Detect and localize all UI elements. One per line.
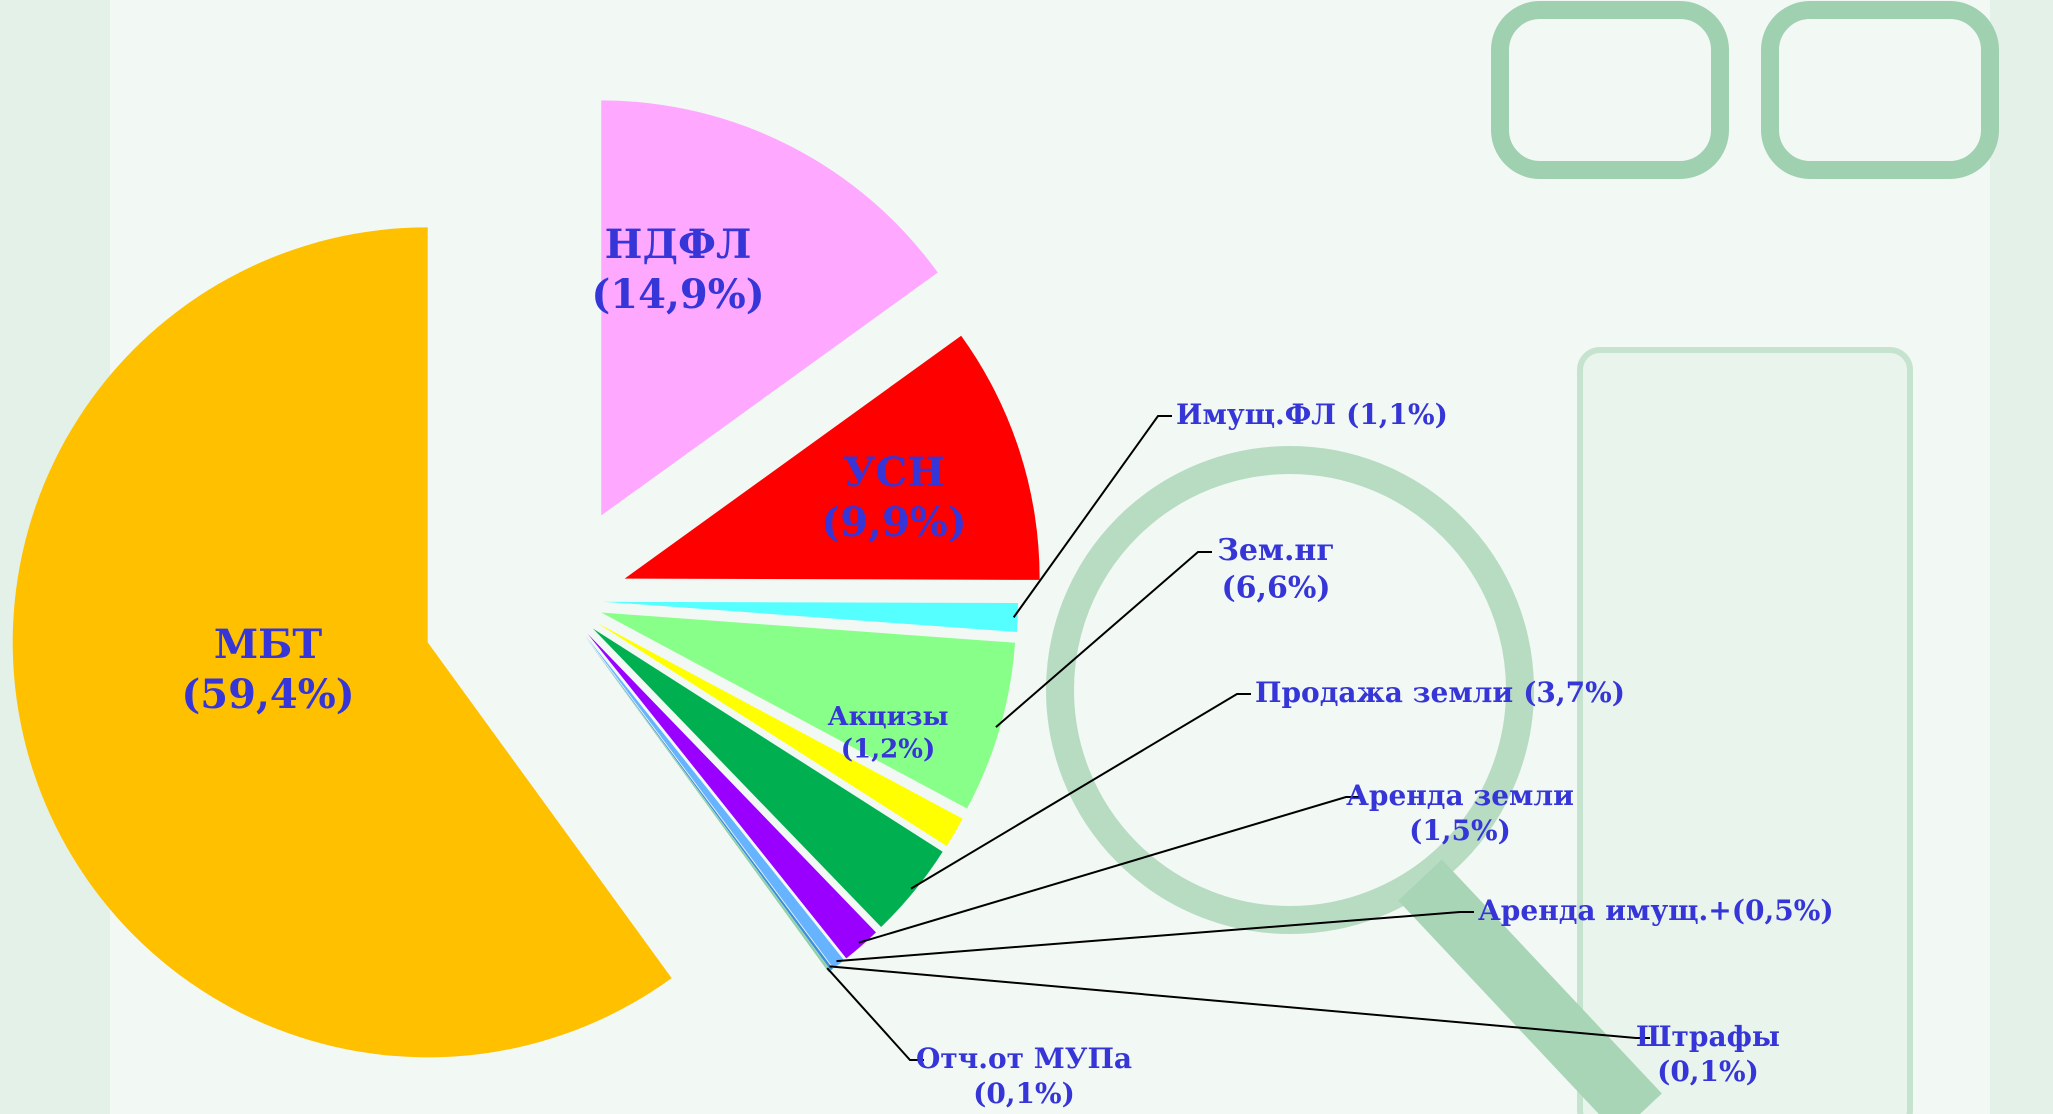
data-label-value: (1,5%) bbox=[1409, 814, 1511, 847]
data-label-value: (3,7%) bbox=[1523, 676, 1625, 709]
data-label-category: Продажа земли bbox=[1255, 676, 1513, 709]
data-label-category: Аренда имущ.+ bbox=[1478, 894, 1732, 927]
data-label-category: Штрафы bbox=[1636, 1020, 1780, 1053]
data-label-value: (0,5%) bbox=[1732, 894, 1834, 927]
data-label-category: Имущ.ФЛ bbox=[1176, 398, 1336, 431]
data-label: Имущ.ФЛ (1,1%) bbox=[1176, 398, 1448, 431]
data-label-value: (59,4%) bbox=[181, 671, 354, 718]
data-label-value: (1,2%) bbox=[841, 735, 936, 765]
data-label-value: (14,9%) bbox=[591, 271, 764, 318]
data-label-value: (9,9%) bbox=[821, 499, 966, 546]
data-label-value: (1,1%) bbox=[1346, 398, 1448, 431]
data-label-category: Акцизы bbox=[827, 702, 948, 732]
data-label: Аренда имущ.+(0,5%) bbox=[1478, 894, 1834, 927]
data-label-value: (0,1%) bbox=[1657, 1055, 1759, 1088]
data-label-category: Зем.нг bbox=[1217, 533, 1335, 568]
data-label-value: (6,6%) bbox=[1221, 571, 1330, 606]
data-label-value: (0,1%) bbox=[973, 1077, 1075, 1110]
chart: НДФЛ(14,9%)УСН(9,9%)Имущ.ФЛ(1,1%)Зем.нг(… bbox=[0, 0, 2053, 1114]
decor-calculator bbox=[1580, 350, 1910, 1114]
data-label-category: Аренда земли bbox=[1346, 779, 1574, 812]
data-label-category: МБТ bbox=[214, 621, 322, 668]
data-label-category: НДФЛ bbox=[605, 221, 752, 268]
data-label-category: Отч.от МУПа bbox=[916, 1042, 1132, 1075]
data-label-category: УСН bbox=[843, 449, 945, 496]
data-label: Продажа земли (3,7%) bbox=[1255, 676, 1625, 709]
